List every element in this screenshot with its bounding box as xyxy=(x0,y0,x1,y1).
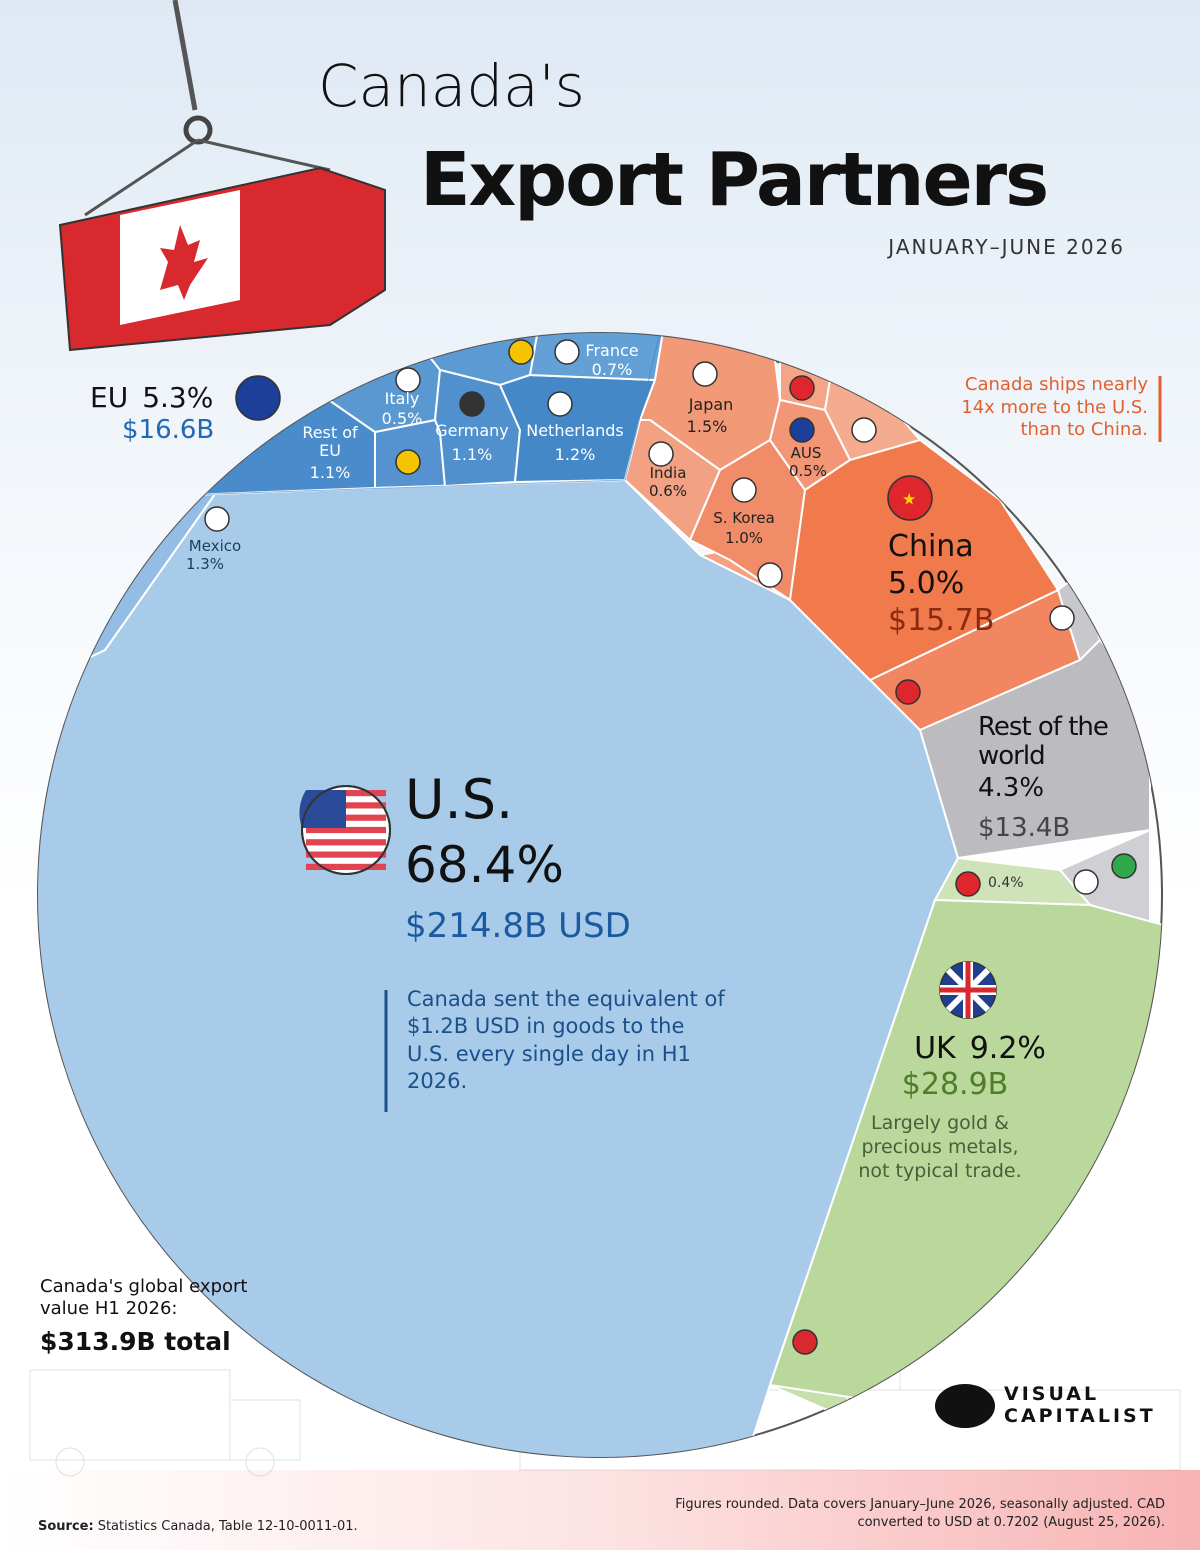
cell-name: S. Korea xyxy=(713,509,775,527)
flag-stripe xyxy=(306,851,386,858)
source: Source: Statistics Canada, Table 12-10-00… xyxy=(38,1519,358,1534)
flag-icon xyxy=(955,871,981,897)
cell-value: 1.3% xyxy=(185,555,225,573)
brand-logo xyxy=(935,1384,995,1428)
cell-name: France xyxy=(585,341,639,360)
flag-icon xyxy=(1073,869,1099,895)
cell-note: Largely gold & precious metals, not typi… xyxy=(858,1112,1022,1182)
subtitle: JANUARY–JUNE 2026 xyxy=(888,235,1125,259)
flag-icon xyxy=(508,339,534,365)
cell-value: 5.3% xyxy=(142,381,214,414)
flag-icon xyxy=(1049,605,1075,631)
cell-value: 1.2% xyxy=(554,445,596,464)
source-text: Statistics Canada, Table 12-10-0011-01. xyxy=(97,1519,358,1534)
source-label: Source: xyxy=(38,1519,94,1534)
flag-icon xyxy=(204,506,230,532)
cell-name: Mexico xyxy=(188,537,242,555)
cell-name: AUS xyxy=(790,444,822,462)
flag-icon xyxy=(792,1329,818,1355)
title-line: Export Partners xyxy=(420,137,1049,223)
cell-amount: $15.7B xyxy=(888,603,995,638)
cell-value: 1.1% xyxy=(309,463,351,482)
flag-icon xyxy=(731,477,757,503)
flag-icon xyxy=(395,367,421,393)
brand-text: CAPITALIST xyxy=(1004,1405,1156,1427)
flag-canton xyxy=(299,790,346,828)
flag-icon xyxy=(1111,853,1137,879)
cell-value: 0.7% xyxy=(591,360,633,379)
cell-amount: $28.9B xyxy=(901,1067,1009,1102)
footer-band xyxy=(0,1470,1200,1550)
cell xyxy=(768,898,1162,1422)
flag-icon xyxy=(692,361,718,387)
cell-name: Japan xyxy=(688,395,734,414)
flag-ring xyxy=(301,785,391,875)
flag-icon xyxy=(459,391,485,417)
flag-cross xyxy=(940,962,996,1018)
brand-text: VISUAL xyxy=(1004,1383,1100,1405)
eu-label: EU 5.3% xyxy=(90,381,214,414)
flag-icon xyxy=(789,375,815,401)
cell-name: U.S. xyxy=(405,768,514,831)
shipping-container xyxy=(58,0,386,352)
cell-name: Germany xyxy=(435,421,509,440)
title-line: Canada's xyxy=(318,52,585,120)
cell-value: 4.3% xyxy=(978,773,1045,803)
flag-icon xyxy=(895,679,921,705)
total-caption: Canada's global export value H1 2026: xyxy=(40,1276,248,1319)
flag-icon xyxy=(395,449,421,475)
cell-value: 9.2% xyxy=(969,1031,1046,1066)
flag-icon xyxy=(547,391,573,417)
cell-name: China xyxy=(888,529,974,564)
cell-amount: $16.6B xyxy=(122,415,215,445)
cell xyxy=(768,398,852,492)
cell-name: EU xyxy=(90,381,129,414)
cell-amount: $13.4B xyxy=(978,813,1071,843)
cell-amount: $214.8B USD xyxy=(405,906,631,946)
cell-value: 1.5% xyxy=(686,417,728,436)
flag-stripe xyxy=(306,863,386,870)
flag-icon xyxy=(235,375,281,421)
annotation: Canada ships nearly 14x more to the U.S.… xyxy=(961,374,1148,440)
cell-name: UK xyxy=(914,1031,956,1066)
flag-icon xyxy=(887,475,933,521)
cell-note: Canada sent the equivalent of $1.2B USD … xyxy=(407,987,725,1093)
cell-value: 1.1% xyxy=(451,445,493,464)
cell-name: Rest of EU xyxy=(302,423,358,460)
cell-value: 0.6% xyxy=(648,482,688,500)
flag-icon xyxy=(789,417,815,443)
cell-name: India xyxy=(649,464,687,482)
uk-label: UK 9.2% xyxy=(914,1032,1046,1065)
cell xyxy=(623,419,722,542)
flag-stripe xyxy=(306,839,386,846)
flag-icon xyxy=(648,441,674,467)
footnote: Figures rounded. Data covers January–Jun… xyxy=(675,1497,1165,1531)
flag-star: ★ xyxy=(902,490,916,509)
cell-value: 1.0% xyxy=(724,529,764,547)
flag-icon xyxy=(757,562,783,588)
cell-value: 68.4% xyxy=(405,836,564,894)
cell-value: 0.5% xyxy=(381,409,423,428)
flag-icon xyxy=(851,417,877,443)
cell-name: Rest of the world xyxy=(978,712,1109,771)
flag-icon xyxy=(554,339,580,365)
flag-stripe xyxy=(306,826,386,834)
cell-name: Netherlands xyxy=(526,421,624,440)
total-value: $313.9B total xyxy=(40,1327,231,1356)
cell-value: 0.5% xyxy=(788,462,828,480)
cell-value: 0.4% xyxy=(988,875,1024,891)
cell-name: Italy xyxy=(384,389,420,408)
cell-value: 5.0% xyxy=(888,566,965,601)
cell xyxy=(788,438,1060,682)
